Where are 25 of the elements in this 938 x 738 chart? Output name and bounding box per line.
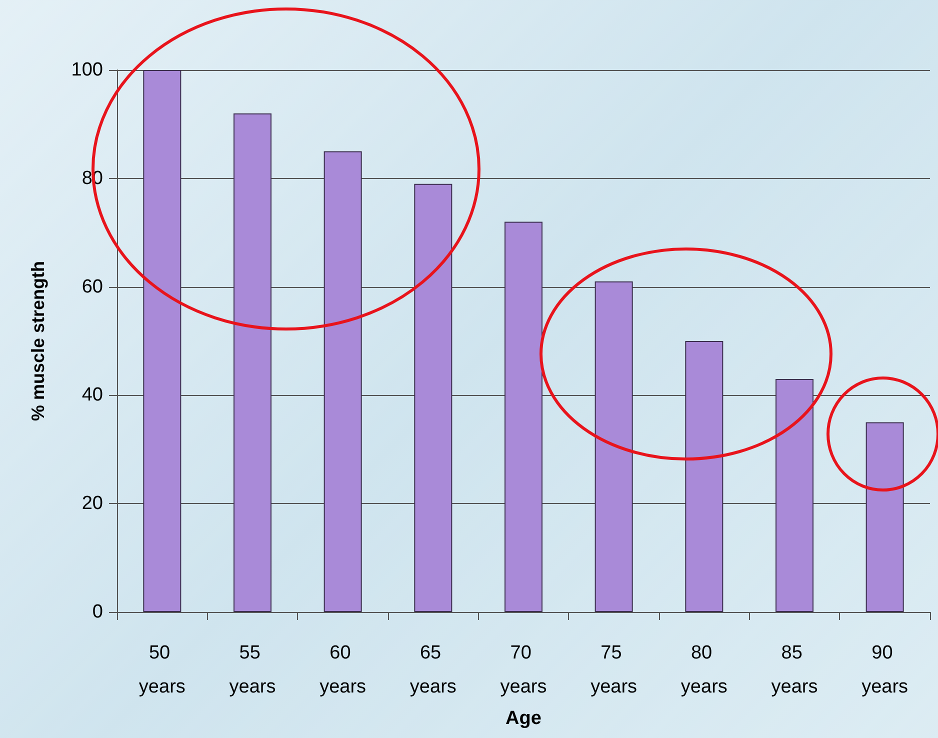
x-axis-title: Age [506,708,542,729]
x-tick-label: 70 years [500,642,547,698]
x-tick-label: 65 years [410,642,456,698]
y-axis-title: % muscle strength [28,260,48,422]
bar [143,70,182,612]
x-tick-label: 90 years [862,642,908,698]
bar [414,184,452,612]
bar [866,422,904,612]
y-tick-label: 40 [82,384,103,406]
bar [324,151,362,612]
y-tick-label: 100 [71,60,103,80]
x-tick-label: 85 years [771,642,818,698]
x-tick-label: 55 years [229,642,276,698]
bar [594,281,633,612]
bar [776,378,814,612]
y-tick-label: 60 [82,276,103,298]
bar [685,341,724,612]
bar [504,222,542,612]
x-tick-label: 50 years [138,642,186,698]
y-tick-label: 20 [82,493,103,514]
x-tick-label: 60 years [320,642,366,698]
y-tick-label: 0 [92,602,103,622]
x-tick-label: 80 years [680,642,728,698]
bar [234,113,272,612]
x-tick-label: 75 years [590,642,638,698]
